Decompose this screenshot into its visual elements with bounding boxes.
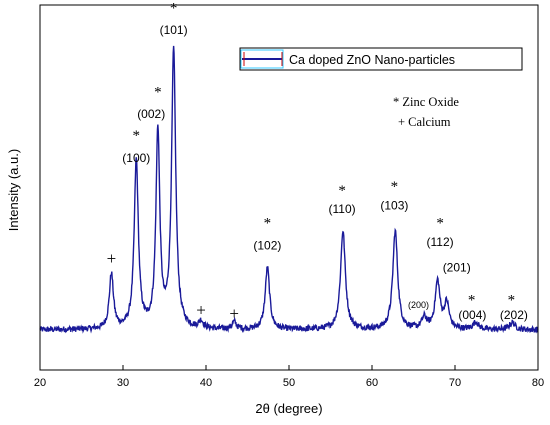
x-axis-title: 2θ (degree) xyxy=(255,401,322,416)
peak-marker-21: * xyxy=(508,292,516,308)
legend: Ca doped ZnO Nano-particles xyxy=(239,47,523,71)
peak-label-20: (004) xyxy=(458,308,486,322)
peak-marker-5: * xyxy=(170,0,178,16)
peak-label-2: (100) xyxy=(122,151,150,165)
x-tick-label-0: 20 xyxy=(34,377,46,389)
peak-label-16: (112) xyxy=(427,235,454,249)
peak-marker-11: * xyxy=(338,183,346,199)
peak-marker-8: + xyxy=(229,304,239,323)
y-axis-title: Intensity (a.u.) xyxy=(6,149,21,231)
legend-entry: Ca doped ZnO Nano-particles xyxy=(289,53,455,67)
peak-label-12: (110) xyxy=(329,202,356,216)
peak-marker-19: * xyxy=(468,292,476,308)
peak-label-6: (101) xyxy=(160,23,188,37)
note-zinc-oxide: * Zinc Oxide xyxy=(393,95,459,109)
peak-marker-0: + xyxy=(107,249,117,268)
legend-box xyxy=(239,47,523,71)
peak-label-17: (201) xyxy=(443,260,471,274)
x-tick-label-2: 40 xyxy=(200,377,212,389)
peak-label-10: (102) xyxy=(253,239,281,253)
x-tick-label-6: 80 xyxy=(532,377,544,389)
peak-marker-1: * xyxy=(133,128,141,144)
x-tick-label-4: 60 xyxy=(366,377,378,389)
peak-marker-9: * xyxy=(264,216,272,232)
series-line-0 xyxy=(39,45,539,334)
x-tick-label-3: 50 xyxy=(283,377,295,389)
note-calcium: + Calcium xyxy=(398,115,451,129)
peak-marker-3: * xyxy=(154,84,162,100)
peak-marker-15: * xyxy=(436,216,444,232)
peak-marker-13: * xyxy=(391,179,399,195)
peak-marker-7: + xyxy=(196,300,206,319)
peak-label-18: (200) xyxy=(408,300,429,310)
peak-label-22: (202) xyxy=(500,308,528,322)
peak-label-4: (002) xyxy=(137,107,165,121)
legend-swatch xyxy=(240,49,284,69)
x-tick-label-5: 70 xyxy=(449,377,461,389)
x-tick-label-1: 30 xyxy=(117,377,129,389)
peak-label-14: (103) xyxy=(380,198,408,212)
